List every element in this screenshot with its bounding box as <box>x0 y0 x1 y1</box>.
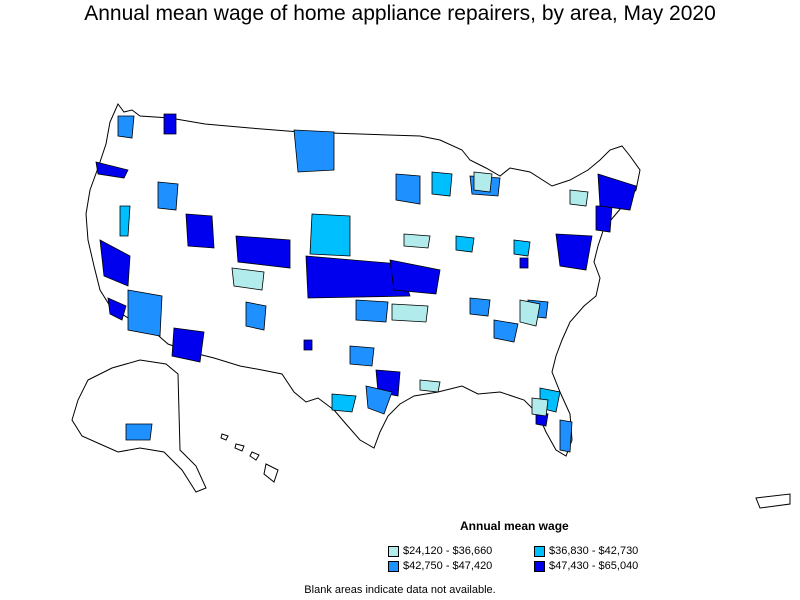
map-title: Annual mean wage of home appliance repai… <box>84 2 716 25</box>
legend-item-band-3: $42,750 - $47,420 <box>388 560 492 572</box>
legend-item-band-1: $24,120 - $36,660 <box>388 545 492 557</box>
legend-label-band-3: $42,750 - $47,420 <box>403 560 493 572</box>
wage-band-2-areas <box>119 171 561 413</box>
legend-title: Annual mean wage <box>460 519 569 533</box>
legend-item-band-4: $47,430 - $65,040 <box>534 560 638 572</box>
puerto-rico-outline <box>755 493 791 509</box>
legend-swatch-band-3 <box>388 560 399 572</box>
hawaii-islands <box>220 433 279 483</box>
wage-band-1-areas <box>231 171 589 417</box>
legend-label-band-4: $47,430 - $65,040 <box>549 560 639 572</box>
footnote: Blank areas indicate data not available. <box>304 584 496 596</box>
wage-band-3-areas <box>117 115 573 453</box>
legend-label-band-2: $36,830 - $42,730 <box>549 545 639 557</box>
legend-swatch-band-4 <box>534 560 545 572</box>
wage-band-4-areas <box>95 113 637 427</box>
legend-item-band-2: $36,830 - $42,730 <box>534 545 638 557</box>
legend-swatch-band-2 <box>534 545 545 557</box>
legend-label-band-1: $24,120 - $36,660 <box>403 545 493 557</box>
legend-swatch-band-1 <box>388 545 399 557</box>
